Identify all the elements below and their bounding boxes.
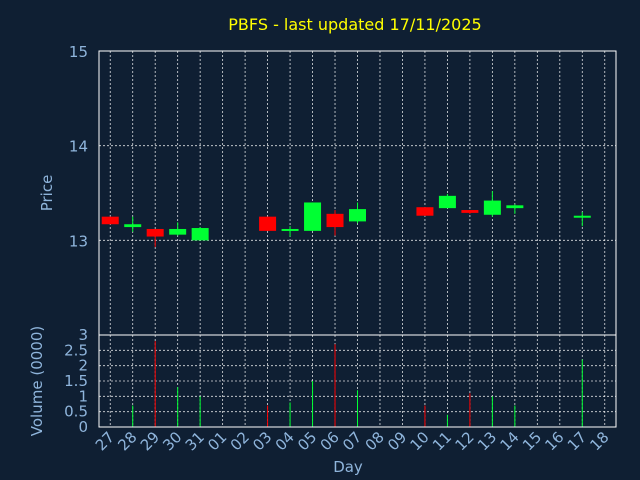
candle-body <box>259 216 277 231</box>
x-tick-label: 18 <box>586 428 612 454</box>
volume-panel-frame <box>98 334 617 428</box>
candle-body <box>146 228 164 237</box>
price-tick-label: 13 <box>69 232 88 250</box>
candle-body <box>304 202 322 231</box>
candle-body <box>438 195 456 209</box>
candle-body <box>326 213 344 228</box>
volume-tick-label: 1 <box>78 387 88 405</box>
volume-tick-label: 1.5 <box>64 372 88 390</box>
x-axis-label: Day <box>333 458 363 476</box>
candle-body <box>461 210 479 213</box>
volume-axis-label: Volume (0000) <box>28 326 46 436</box>
candle-body <box>483 200 501 215</box>
candle-body <box>281 228 299 231</box>
candle-body <box>191 228 209 241</box>
volume-tick-label: 0.5 <box>64 403 88 421</box>
volume-tick-label: 3 <box>78 326 88 344</box>
chart-title: PBFS - last updated 17/11/2025 <box>228 15 481 34</box>
volume-tick-label: 2.5 <box>64 341 88 359</box>
volume-tick-label: 2 <box>78 357 88 375</box>
candle-body <box>101 216 119 225</box>
candle-body <box>349 209 366 222</box>
candle-body <box>506 205 524 209</box>
candle-body <box>169 228 187 235</box>
candle-body <box>124 224 142 228</box>
price-tick-label: 15 <box>69 43 88 61</box>
price-axis-label: Price <box>38 175 56 212</box>
price-tick-label: 14 <box>69 138 88 156</box>
volume-tick-label: 0 <box>78 418 88 436</box>
candle-body <box>573 215 591 218</box>
candle-body <box>416 207 434 216</box>
